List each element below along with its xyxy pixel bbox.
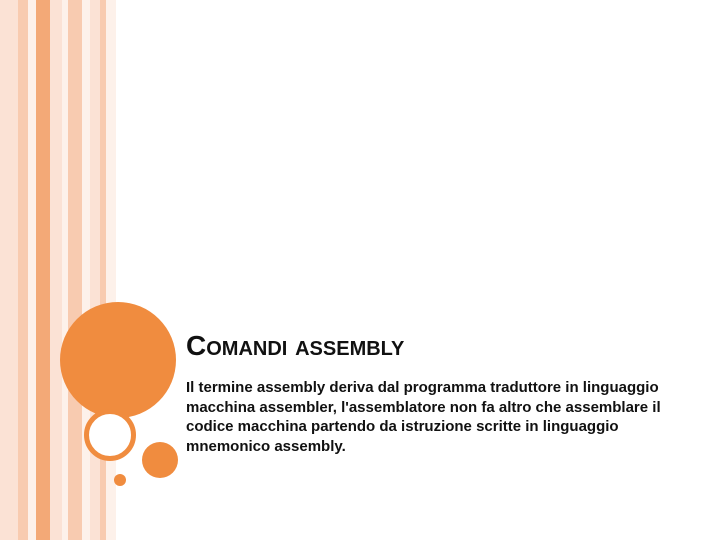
circle [142,442,178,478]
slide-body-text: Il termine assembly deriva dal programma… [186,378,666,456]
stripe [28,0,36,540]
circle [114,474,126,486]
stripe [0,0,18,540]
stripe [82,0,90,540]
stripe [50,0,62,540]
circle [60,302,176,418]
stripe [36,0,50,540]
stripe [68,0,82,540]
stripe [90,0,100,540]
slide-title: Comandi assembly [186,330,404,362]
stripe [18,0,28,540]
circle [84,409,136,461]
